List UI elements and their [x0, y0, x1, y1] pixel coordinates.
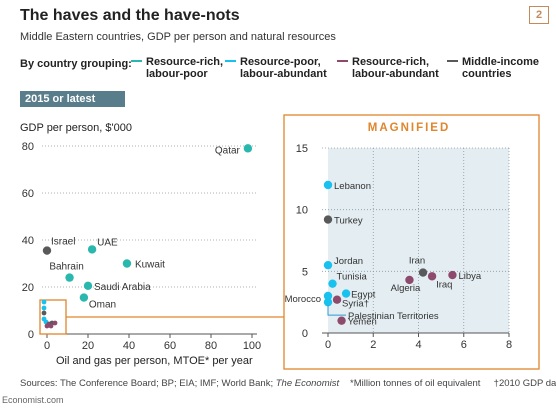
data-point: [65, 273, 74, 282]
y-axis-label: GDP per person, $'000: [20, 122, 132, 134]
footnote: *Million tonnes of oil equivalent †2010 …: [350, 378, 556, 389]
data-point: [323, 260, 333, 270]
data-label: Morocco: [285, 294, 321, 305]
data-label: Palestinian Territories: [348, 311, 439, 322]
cluster-point: [41, 305, 47, 311]
data-label: Yemen: [348, 317, 377, 328]
data-point: [83, 281, 93, 291]
inset-y-tick-label: 0: [302, 328, 308, 340]
x-tick-label: 60: [164, 340, 176, 352]
data-label: Saudi Arabia: [94, 282, 151, 293]
legend-label: labour-abundant: [240, 68, 327, 80]
cluster-point: [48, 323, 54, 329]
inset-y-tick-label: 5: [302, 266, 308, 278]
legend-swatch: [337, 59, 348, 62]
legend-item-resource-poor-labour-abundant: Resource-poor, labour-abundant: [225, 56, 327, 80]
x-tick-label: 40: [123, 340, 135, 352]
y-tick-label: 20: [22, 282, 34, 294]
legend-swatch: [447, 59, 458, 62]
data-point: [79, 293, 89, 302]
data-point: [418, 268, 428, 277]
data-point: [328, 279, 337, 288]
data-point: [337, 316, 346, 325]
chart-title: The haves and the have-nots: [20, 7, 240, 24]
x-tick-label: 0: [44, 340, 50, 352]
data-label: UAE: [97, 237, 118, 248]
data-point: [332, 295, 342, 304]
data-label: Israel: [51, 237, 75, 248]
leader-line: [327, 305, 346, 316]
inset-x-tick-label: 4: [415, 339, 421, 351]
data-point: [122, 259, 132, 268]
legend-swatch: [225, 59, 236, 62]
data-point: [323, 180, 333, 190]
data-label: Jordan: [334, 256, 363, 267]
x-tick-label: 20: [82, 340, 94, 352]
inset-x-tick-label: 0: [325, 339, 331, 351]
data-point: [405, 275, 414, 285]
inset-y-tick-label: 15: [296, 143, 308, 155]
legend-label: Resource-rich,: [146, 56, 224, 68]
data-point: [427, 272, 437, 281]
legend-label: Middle-income: [462, 56, 540, 68]
data-label: Kuwait: [135, 260, 165, 271]
magnified-title: MAGNIFIED: [368, 122, 451, 134]
data-label: Oman: [89, 300, 116, 311]
chart-subtitle: Middle Eastern countries, GDP per person…: [20, 31, 336, 43]
x-tick-label: 100: [243, 340, 261, 352]
legend-heading: By country grouping:: [20, 58, 132, 70]
data-label: Iran: [409, 256, 425, 267]
data-point: [87, 245, 97, 254]
cluster-point: [41, 299, 47, 305]
data-label: Libya: [458, 271, 481, 282]
cluster-point: [41, 310, 47, 316]
data-point: [323, 291, 333, 301]
data-label: Qatar: [215, 145, 241, 156]
legend-label: labour-poor: [146, 68, 208, 80]
y-tick-label: 0: [28, 329, 34, 341]
legend-item-middle-income: Middle-income countries: [447, 56, 539, 80]
y-tick-label: 60: [22, 188, 34, 200]
data-point: [243, 144, 253, 153]
inset-x-tick-label: 2: [370, 339, 376, 351]
legend-label: countries: [462, 68, 512, 80]
footnote-gdp: †2010 GDP data: [493, 378, 556, 389]
data-label: Bahrain: [49, 262, 83, 273]
legend-label: Resource-rich,: [352, 56, 430, 68]
sources-note: Sources: The Conference Board; BP; EIA; …: [20, 378, 340, 389]
legend-item-resource-rich-labour-poor: Resource-rich, labour-poor: [131, 56, 223, 80]
data-label: Egypt: [351, 290, 376, 301]
data-label: Iraq: [436, 279, 452, 290]
legend-swatch: [131, 59, 142, 62]
y-tick-label: 40: [22, 235, 34, 247]
data-point: [448, 270, 457, 280]
cluster-point: [52, 320, 58, 326]
x-tick-label: 80: [205, 340, 217, 352]
page-number-badge: 2: [529, 6, 549, 24]
inset-y-tick-label: 10: [296, 205, 308, 217]
data-point: [323, 297, 333, 307]
inset-x-tick-label: 8: [506, 339, 512, 351]
x-axis-label: Oil and gas per person, MTOE* per year: [56, 355, 253, 367]
data-label: Tunisia: [337, 272, 368, 283]
period-label: 2015 or latest: [20, 91, 125, 107]
legend-item-resource-rich-labour-abundant: Resource-rich, labour-abundant: [337, 56, 439, 80]
footnote-units: *Million tonnes of oil equivalent: [350, 378, 481, 389]
legend-label: labour-abundant: [352, 68, 439, 80]
legend-label: Resource-poor,: [240, 56, 321, 68]
data-label: Lebanon: [334, 181, 371, 192]
data-label: Algeria: [391, 283, 421, 294]
data-label: Turkey: [334, 216, 363, 227]
data-point: [323, 215, 333, 224]
inset-x-tick-label: 6: [461, 339, 467, 351]
data-point: [341, 289, 351, 298]
data-label: Syria†: [342, 299, 369, 310]
site-credit: Economist.com: [2, 395, 64, 405]
y-tick-label: 80: [22, 141, 34, 153]
data-point: [42, 246, 52, 255]
cluster-point: [44, 323, 50, 329]
